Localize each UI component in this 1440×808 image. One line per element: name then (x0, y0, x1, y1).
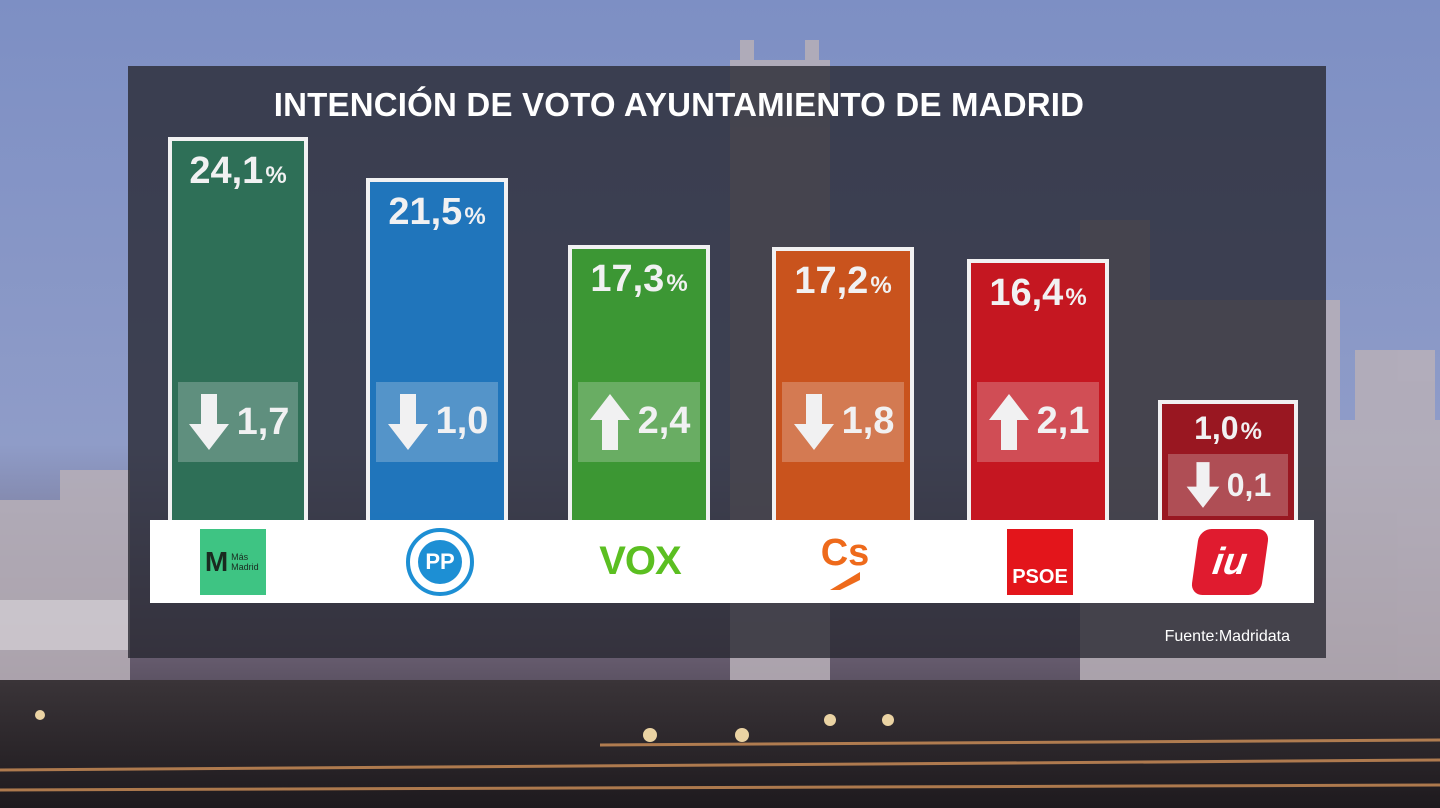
arrow-up-icon (988, 393, 1029, 450)
cs-logo-text: Cs (820, 531, 870, 574)
iu-logo: iu (1190, 520, 1270, 603)
bar-1: 21,5% 1,0 (366, 178, 508, 520)
arrow-up-icon (589, 393, 630, 450)
percent-sign: % (265, 162, 287, 189)
mas-madrid-logo-mark: M (204, 545, 229, 577)
bar-value-label: 24,1% (172, 151, 304, 196)
percent-sign: % (1240, 418, 1262, 445)
percent-sign: % (666, 270, 688, 298)
arrow-down-icon (793, 393, 834, 450)
pp-logo-text: PP (418, 539, 462, 584)
bar-value-number: 21,5 (388, 191, 463, 234)
change-value: 2,1 (1036, 400, 1090, 443)
bar-4: 16,4% 2,1 (967, 259, 1109, 520)
vox-logo: VOX (590, 520, 690, 603)
bar-value-number: 24,1 (189, 150, 264, 192)
bar-value-number: 1,0 (1194, 410, 1239, 446)
bar-value-label: 16,4% (971, 273, 1105, 318)
party-logo-strip: M Más Madrid PP VOX Cs PSOE iu (150, 520, 1314, 603)
bar-value-label: 1,0% (1162, 408, 1294, 452)
change-indicator: 1,8 (782, 381, 904, 462)
bar-value-number: 17,3 (590, 258, 665, 301)
change-value: 1,0 (435, 400, 489, 443)
bar-value-label: 17,3% (572, 259, 706, 304)
mas-madrid-logo-text: Más Madrid (231, 551, 259, 572)
change-value: 2,4 (637, 400, 691, 443)
bar-3: 17,2% 1,8 (772, 246, 914, 520)
change-indicator: 2,4 (578, 381, 700, 462)
cs-logo: Cs (810, 520, 880, 603)
change-indicator: 0,1 (1168, 454, 1288, 516)
arrow-down-icon (1186, 462, 1220, 508)
bar-0: 24,1% 1,7 (168, 137, 308, 520)
percent-sign: % (464, 203, 486, 231)
arrow-down-icon (387, 393, 428, 450)
mas-madrid-logo: M Más Madrid (198, 520, 268, 603)
change-value: 0,1 (1226, 466, 1272, 503)
change-value: 1,8 (841, 400, 895, 443)
change-value: 1,7 (236, 400, 290, 443)
bar-5: 1,0% 0,1 (1158, 400, 1298, 520)
iu-logo-text: iu (1210, 540, 1250, 582)
chart-title: INTENCIÓN DE VOTO AYUNTAMIENTO DE MADRID (273, 86, 1085, 123)
psoe-logo-text: PSOE (1012, 565, 1068, 588)
change-indicator: 1,0 (376, 381, 498, 462)
psoe-logo: PSOE (1005, 520, 1075, 603)
arrow-down-icon (188, 394, 229, 450)
percent-sign: % (870, 271, 892, 299)
vox-logo-text: VOX (599, 539, 681, 583)
change-indicator: 1,7 (178, 382, 298, 462)
bar-value-number: 17,2 (794, 259, 869, 302)
source-note: Fuente:Madridata (1164, 628, 1290, 645)
pp-logo: PP (400, 520, 480, 603)
percent-sign: % (1065, 284, 1087, 312)
bar-value-label: 21,5% (370, 192, 504, 237)
bar-2: 17,3% 2,4 (568, 245, 710, 520)
change-indicator: 2,1 (977, 381, 1099, 462)
bar-value-number: 16,4 (989, 272, 1064, 315)
cs-logo-chevron-icon (830, 571, 860, 590)
bar-value-label: 17,2% (776, 261, 910, 306)
